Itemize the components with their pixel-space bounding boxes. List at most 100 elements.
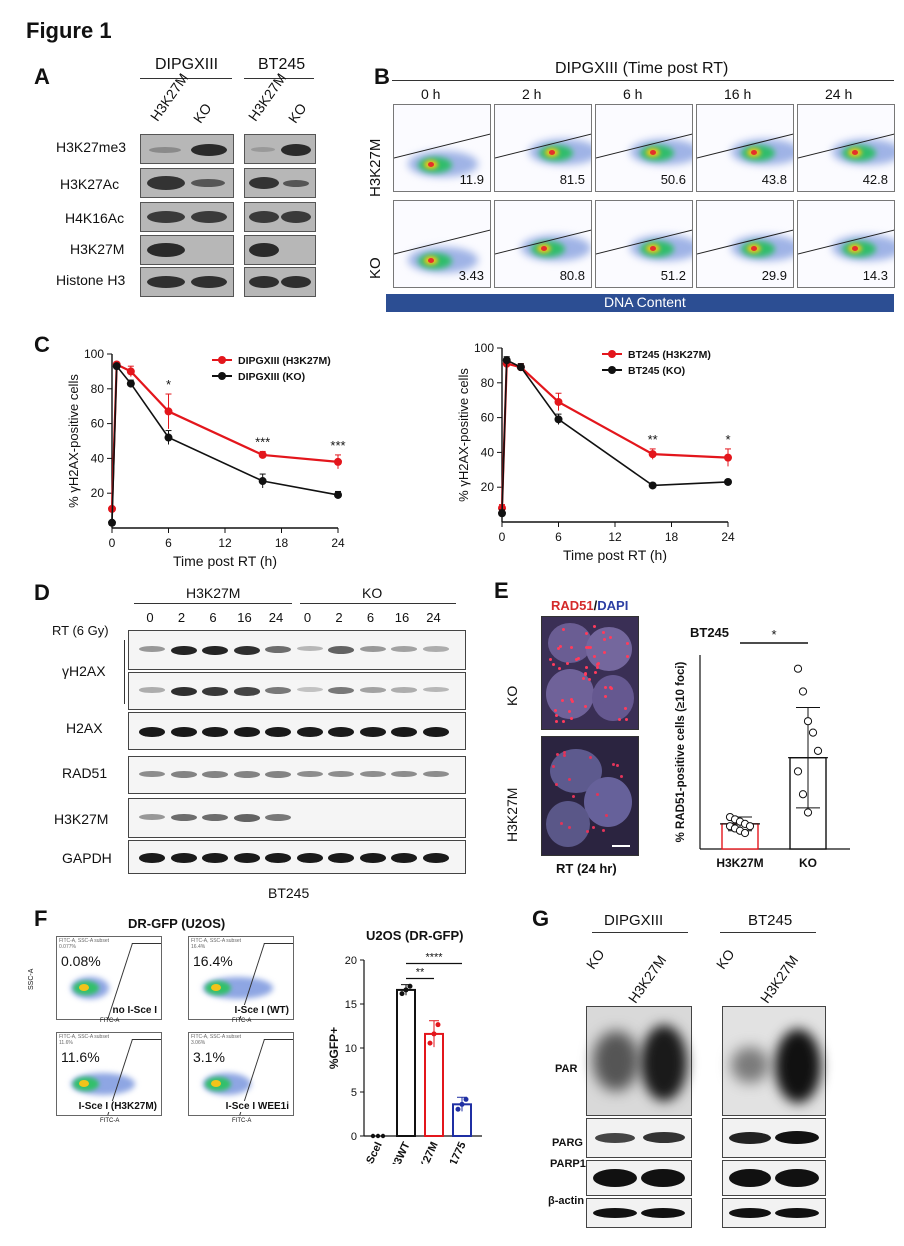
panel-d-group-line: [300, 603, 456, 604]
series-line: [501, 358, 729, 514]
panel-d-cell-line: BT245: [268, 885, 310, 901]
panel-d-time-label: 2: [177, 610, 186, 625]
panel-g-group-line: [720, 932, 816, 933]
flow-peak: [650, 150, 656, 155]
panel-d-row-label: GAPDH: [62, 850, 112, 866]
panel-a-group-line: [244, 78, 314, 79]
panel-g-group: DIPGXIII: [604, 912, 664, 929]
panel-b-row-label: KO: [367, 257, 384, 279]
panel-b-axis-label: DNA Content: [604, 294, 686, 310]
panel-b-timepoint: 24 h: [825, 86, 853, 102]
panel-b-value: 29.9: [761, 268, 787, 283]
panel-f-label: F: [34, 906, 48, 931]
panel-d-time-label: 24: [268, 610, 284, 625]
panel-f-title: DR-GFP (U2OS): [128, 916, 226, 931]
rad51-focus: [548, 658, 552, 662]
panel-e-bar-chart: BT245 % RAD51-positive cells (≥10 foci) H3…: [675, 625, 850, 870]
significance-mark: *: [771, 627, 776, 642]
data-point: [258, 450, 267, 459]
data-point: [380, 1133, 386, 1139]
panel-f-condition: I-Sce I WEE1i: [225, 1101, 289, 1112]
flow-peak: [852, 150, 858, 155]
panel-f-flow-plot: FITC-A, SSC-A subset 3.06% 3.1% I-Sce I WEE…: [188, 1032, 294, 1116]
panel-b-flow-plot: 42.8: [797, 104, 895, 192]
panel-d-time-label: 0: [146, 610, 154, 625]
x-tick-label: AZD1775: [438, 1140, 469, 1164]
x-tick-label: 12: [218, 536, 232, 550]
panel-b-value: 81.5: [559, 172, 585, 187]
blot-band: [296, 646, 323, 652]
panel-b-value: 50.6: [660, 172, 686, 187]
panel-f-percent: 16.4%: [193, 953, 233, 969]
panel-d-row-label: H3K27M: [54, 811, 109, 827]
legend-label: BT245 (KO): [628, 365, 685, 377]
rad51-focus: [571, 699, 575, 703]
y-tick-label: 10: [345, 1043, 357, 1055]
blot-band: [265, 814, 291, 821]
panel-b-value: 43.8: [761, 172, 787, 187]
rad51-focus: [601, 630, 605, 634]
blot-band: [170, 814, 197, 822]
rad51-focus: [593, 625, 597, 629]
blot-band: [328, 727, 354, 737]
rad51-focus: [609, 685, 613, 689]
panel-d-row-label: H2AX: [66, 720, 103, 736]
rad51-focus: [567, 777, 571, 781]
data-point: [108, 518, 116, 527]
x-tick-label: H3K27M: [411, 1140, 440, 1164]
panel-b-flow-plot: 43.8: [696, 104, 794, 192]
panel-a-label: A: [34, 64, 50, 89]
panel-b-value: 51.2: [660, 268, 686, 283]
flow-peak: [751, 150, 757, 155]
panel-e-caption: RT (24 hr): [556, 861, 617, 876]
panel-d-time-label: 6: [366, 610, 375, 625]
panel-c-label: C: [34, 332, 50, 357]
panel-a-blot: [244, 235, 316, 265]
data-point: [403, 987, 409, 993]
panel-f-percent: 0.08%: [61, 953, 101, 969]
data-point: [803, 808, 813, 817]
data-point: [435, 1022, 441, 1028]
blot-band: [202, 687, 228, 696]
blot-band: [328, 687, 354, 694]
panel-f-xaxis: FITC-A: [100, 1118, 120, 1124]
flow-peak: [428, 162, 434, 167]
blot-band: [233, 727, 260, 737]
rad51-focus: [554, 709, 558, 713]
panel-b-value: 42.8: [862, 172, 888, 187]
panel-a-blot: [140, 202, 234, 232]
data-point: [803, 717, 813, 726]
rad51-focus: [610, 686, 614, 690]
scale-bar: [612, 845, 630, 847]
rad51-focus: [559, 822, 563, 826]
rad51-focus: [560, 698, 564, 702]
panel-d-blot: [128, 798, 466, 838]
series-line: [111, 364, 339, 523]
rad51-focus: [576, 657, 580, 661]
y-tick-label: 0: [351, 1131, 357, 1143]
panel-g-group: BT245: [748, 912, 793, 929]
data-point: [334, 490, 342, 499]
panel-d-blot: [128, 672, 466, 710]
data-point: [745, 822, 755, 831]
panel-g-blot-par: [586, 1006, 692, 1116]
flow-peak: [751, 246, 757, 251]
rad51-focus: [561, 719, 565, 723]
panel-d-group: H3K27M: [186, 585, 241, 601]
legend-marker: [218, 356, 226, 364]
rad51-focus: [608, 635, 612, 639]
rad51-focus: [625, 718, 628, 722]
panel-e-image-h3k27m: [541, 736, 639, 856]
panel-d-blot: [128, 630, 466, 670]
data-point: [375, 1133, 381, 1139]
rad51-focus: [588, 646, 592, 650]
blot-band: [296, 687, 323, 692]
significance-mark: *: [166, 377, 171, 392]
y-tick-label: 20: [345, 955, 357, 967]
panel-f-percent: 3.1%: [193, 1049, 225, 1065]
data-point: [463, 1096, 469, 1102]
blot-band: [170, 771, 197, 778]
blot-band: [422, 853, 449, 863]
rad51-focus: [624, 707, 627, 711]
